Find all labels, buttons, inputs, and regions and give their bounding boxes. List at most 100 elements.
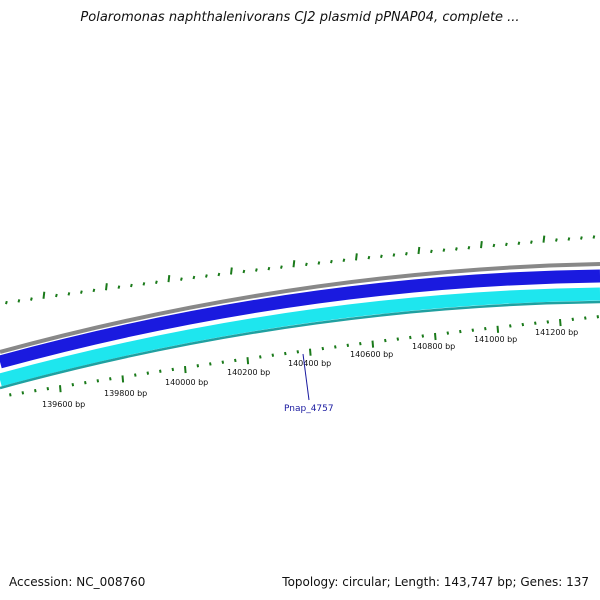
inner-tick (546, 320, 550, 324)
outer-tick (30, 297, 33, 301)
forward-strand-genes[interactable] (0, 269, 600, 369)
outer-tick (80, 290, 83, 294)
outer-tick (542, 235, 546, 243)
inner-tick (71, 383, 75, 387)
inner-tick (409, 335, 412, 340)
inner-tick (109, 377, 112, 381)
gene-leader-line (302, 353, 310, 401)
ruler-label: 140800 bp (412, 342, 455, 351)
inner-tick (421, 334, 425, 338)
inner-tick (184, 365, 187, 374)
ruler-label: 141200 bp (535, 328, 578, 337)
outer-tick (55, 293, 58, 298)
outer-tick (292, 260, 296, 268)
outer-tick (67, 292, 71, 296)
inner-tick (321, 346, 325, 351)
ruler-label: 139800 bp (104, 389, 147, 398)
outer-tick (42, 291, 46, 299)
inner-tick (34, 389, 37, 393)
outer-tick (242, 269, 246, 274)
ruler-label: 140200 bp (227, 368, 270, 377)
inner-tick (521, 322, 525, 327)
genome-summary-text: Topology: circular; Length: 143,747 bp; … (282, 575, 589, 589)
outer-tick (530, 240, 533, 244)
inner-tick (534, 321, 537, 325)
outer-tick (555, 238, 558, 242)
inner-tick (509, 324, 512, 328)
outer-tick (280, 265, 283, 269)
outer-tick (505, 242, 508, 247)
outer-tick (5, 300, 8, 305)
gene-label-pnap-4757[interactable]: Pnap_4757 (284, 404, 334, 414)
reverse-strand-edge (0, 300, 600, 390)
inner-tick (596, 315, 600, 319)
ruler-label: 141000 bp (474, 335, 517, 344)
ruler-labels: 139600 bp 139800 bp 140000 bp 140200 bp 1404… (42, 328, 578, 409)
ruler-label: 140600 bp (350, 350, 393, 359)
outer-tick (380, 254, 383, 259)
inner-tick (146, 371, 150, 375)
inner-tick (259, 355, 262, 359)
outer-tick (192, 275, 196, 280)
outer-tick (355, 253, 358, 261)
inner-tick (21, 391, 25, 395)
outer-tick (180, 277, 183, 281)
inner-tick (59, 385, 62, 393)
ruler-label: 140000 bp (165, 378, 208, 387)
inner-tick (171, 367, 175, 372)
outer-tick (405, 252, 408, 256)
outer-tick (205, 274, 208, 278)
inner-tick (559, 319, 562, 327)
outer-tick (230, 267, 233, 275)
outer-tick (480, 240, 483, 249)
outer-tick (167, 275, 171, 283)
inner-tick (196, 364, 200, 368)
inner-tick (346, 343, 350, 347)
inner-tick (296, 350, 300, 354)
reverse-strand-genes[interactable] (0, 287, 600, 387)
inner-tick-ring (9, 315, 600, 397)
inner-tick (334, 345, 337, 349)
inner-tick (459, 329, 462, 334)
outer-tick (330, 259, 333, 264)
inner-tick (121, 375, 125, 383)
outer-tick (17, 299, 21, 303)
outer-tick (417, 246, 421, 255)
inner-tick (284, 351, 287, 356)
outer-tick (567, 237, 571, 241)
inner-tick (496, 325, 500, 333)
outer-tick (580, 236, 583, 240)
outer-tick (130, 283, 133, 288)
inner-tick (234, 358, 237, 363)
outer-tick (255, 268, 258, 272)
inner-tick (584, 316, 587, 320)
outer-tick (442, 248, 446, 252)
outer-tick (592, 235, 596, 239)
outer-tick (492, 243, 496, 248)
inner-tick (209, 362, 212, 366)
inner-tick (471, 328, 475, 332)
outer-tick (305, 262, 308, 267)
inner-tick (84, 381, 87, 385)
inner-tick (484, 327, 487, 331)
backbone-ring (0, 262, 600, 354)
outer-tick (517, 241, 521, 246)
inner-tick (246, 357, 250, 365)
outer-tick (217, 272, 221, 277)
inner-tick (396, 337, 400, 341)
outer-tick (155, 280, 158, 284)
inner-tick (571, 317, 575, 321)
outer-tick (105, 283, 108, 291)
inner-tick (371, 340, 375, 348)
inner-tick (221, 360, 225, 364)
outer-tick (317, 261, 321, 265)
ruler-label: 140400 bp (288, 359, 331, 368)
inner-tick (271, 353, 275, 357)
accession-text: Accession: NC_008760 (9, 575, 146, 589)
inner-tick (359, 342, 362, 346)
map-title: Polaromonas naphthalenivorans CJ2 plasmi… (80, 10, 520, 25)
inner-tick (96, 379, 100, 383)
outer-tick (142, 282, 146, 286)
ruler-label: 139600 bp (42, 400, 85, 409)
